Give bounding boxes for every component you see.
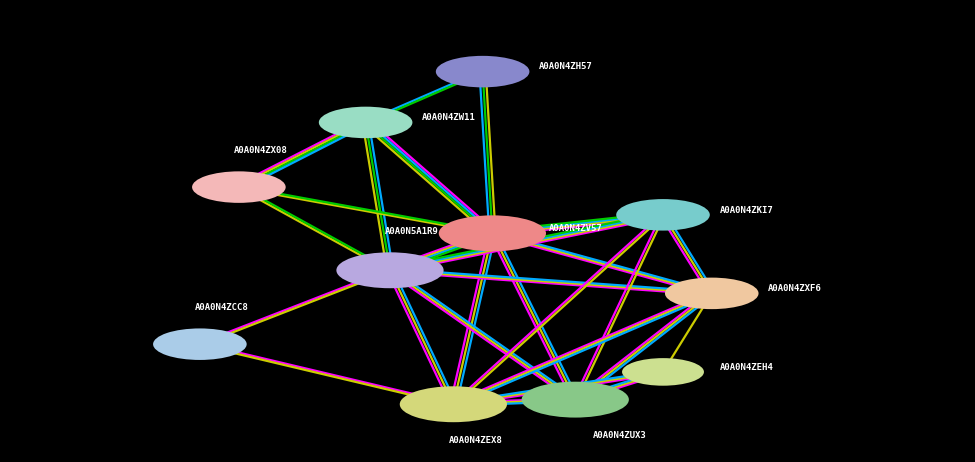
Ellipse shape — [336, 252, 444, 288]
Ellipse shape — [622, 358, 704, 386]
Text: A0A0N4ZEH4: A0A0N4ZEH4 — [720, 363, 773, 372]
Text: A0A0N4ZW11: A0A0N4ZW11 — [422, 113, 476, 122]
Ellipse shape — [522, 382, 629, 418]
Text: A0A0N4ZEX8: A0A0N4ZEX8 — [448, 436, 502, 445]
Text: A0A0N4ZX08: A0A0N4ZX08 — [234, 146, 288, 155]
Ellipse shape — [616, 199, 710, 231]
Text: A0A0N4ZCC8: A0A0N4ZCC8 — [195, 303, 249, 312]
Ellipse shape — [436, 56, 529, 87]
Text: A0A0N4ZH57: A0A0N4ZH57 — [539, 61, 593, 71]
Text: A0A0N4ZKI7: A0A0N4ZKI7 — [720, 206, 773, 215]
Ellipse shape — [439, 215, 546, 251]
Ellipse shape — [400, 386, 507, 422]
Text: A0A0N4ZUX3: A0A0N4ZUX3 — [593, 431, 646, 440]
Ellipse shape — [319, 107, 412, 138]
Ellipse shape — [153, 328, 247, 360]
Ellipse shape — [192, 171, 286, 203]
Text: A0A0N4ZXF6: A0A0N4ZXF6 — [768, 284, 822, 293]
Text: A0A0N4ZV57: A0A0N4ZV57 — [549, 224, 603, 233]
Ellipse shape — [665, 278, 759, 309]
Text: A0A0N5A1R9: A0A0N5A1R9 — [385, 226, 439, 236]
